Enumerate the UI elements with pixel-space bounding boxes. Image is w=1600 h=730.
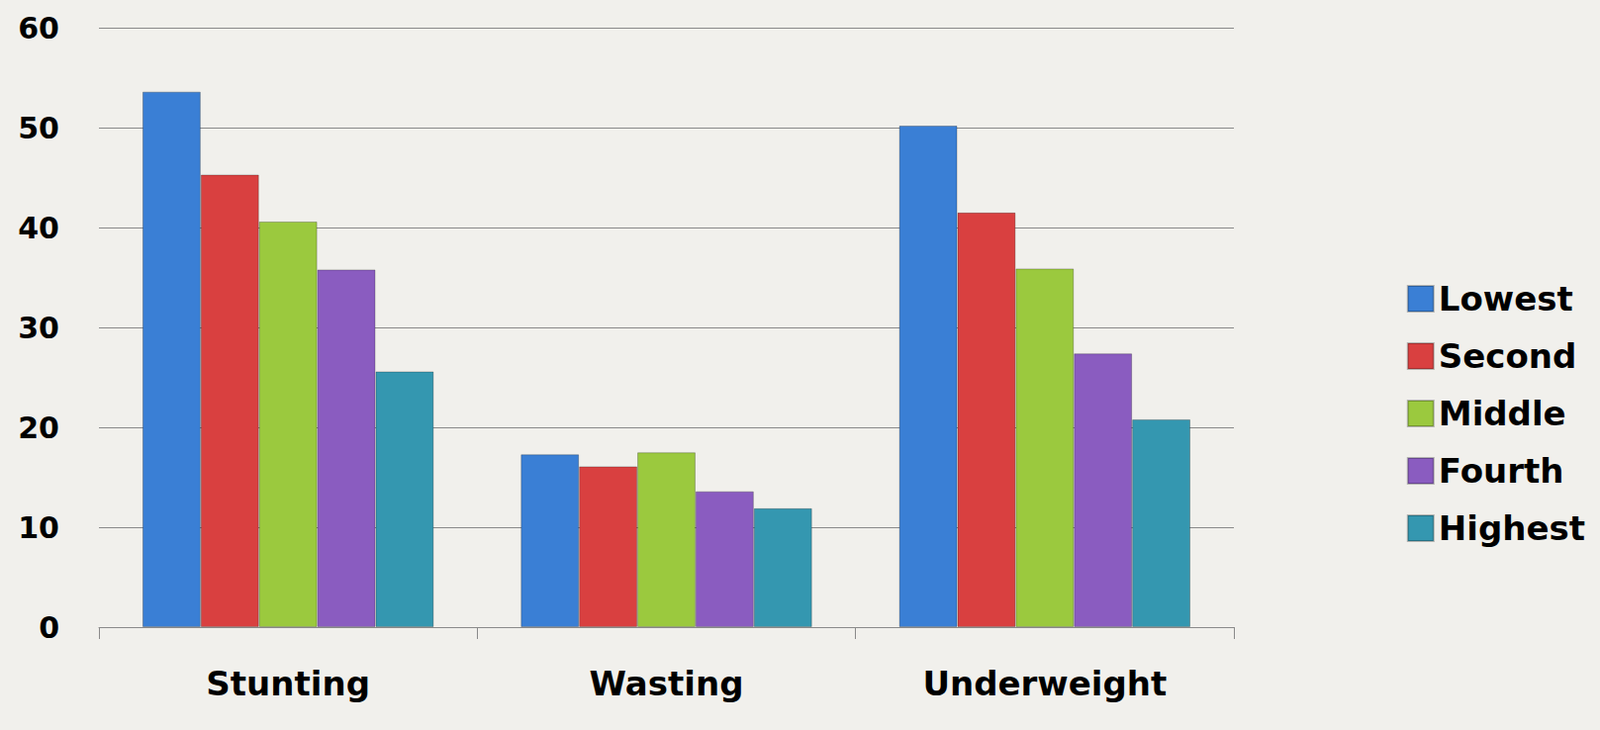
svg-text:10: 10 [17,510,60,546]
svg-text:Stunting: Stunting [205,663,371,704]
svg-text:40: 40 [17,210,60,246]
svg-text:0: 0 [38,610,60,646]
svg-text:Middle: Middle [1438,393,1567,434]
svg-text:Highest: Highest [1438,508,1586,549]
svg-text:60: 60 [17,10,60,46]
svg-text:50: 50 [17,110,60,146]
svg-text:20: 20 [17,410,60,446]
svg-text:Lowest: Lowest [1438,279,1574,319]
svg-text:Wasting: Wasting [589,663,745,704]
svg-text:30: 30 [17,310,60,346]
svg-text:Second: Second [1438,336,1578,377]
svg-text:Underweight: Underweight [922,663,1167,704]
svg-text:Fourth: Fourth [1438,451,1565,491]
